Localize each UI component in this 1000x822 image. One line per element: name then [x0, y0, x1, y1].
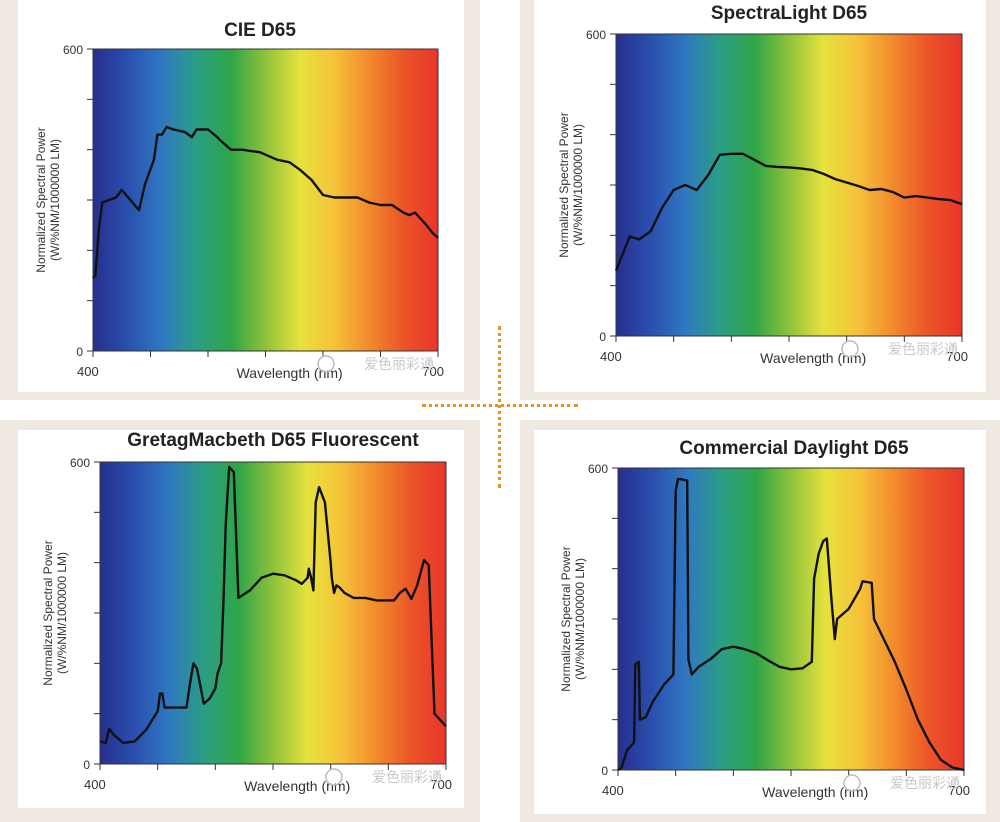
- chart-title: SpectraLight D65: [711, 3, 868, 24]
- x-tick-label-start: 400: [77, 364, 99, 379]
- spectral-curve: [617, 477, 965, 772]
- chart-title: CIE D65: [224, 20, 296, 41]
- y-tick-label-bottom: 0: [599, 330, 606, 344]
- watermark-icon: [843, 774, 861, 792]
- x-tick-label-end: 700: [430, 777, 452, 792]
- x-axis-label: Wavelength (nm): [244, 778, 350, 794]
- watermark-icon: [317, 355, 335, 373]
- spectral-curve: [614, 152, 963, 272]
- y-tick-label-top: 600: [586, 28, 606, 42]
- chart-commercial-daylight-d65: Commercial Daylight D65 600 0 400 700 Wavelen…: [559, 438, 970, 800]
- watermark-icon: [325, 768, 343, 786]
- spectrum-background: [93, 49, 438, 351]
- y-axis-label-line1: Normalized Spectral Power: [559, 546, 573, 691]
- watermark-icon: [841, 340, 859, 358]
- y-axis-label-line2: (W/%NM/1000000 LM): [48, 139, 62, 261]
- x-axis-label: Wavelength (nm): [760, 350, 866, 366]
- chart-panel-gretagmacbeth-d65-fluorescent: GretagMacbeth D65 Fluorescent 600 0 400 700 W…: [18, 420, 464, 812]
- y-axis-label-line1: Normalized Spectral Power: [557, 112, 571, 257]
- y-axis-label-line1: Normalized Spectral Power: [41, 540, 55, 685]
- y-axis-label: Normalized Spectral Power (W/%NM/1000000 …: [34, 127, 62, 272]
- y-tick-label-bottom: 0: [83, 758, 90, 772]
- x-tick-label-end: 700: [946, 349, 968, 364]
- spectrum-background: [616, 34, 962, 336]
- watermark-text: 爱色丽彩通: [890, 775, 960, 792]
- chart-panel-spectralight-d65: SpectraLight D65 600 0 400 700 Wavelength (nm…: [534, 0, 986, 392]
- y-tick-label-bottom: 0: [76, 345, 83, 359]
- x-tick-label-start: 400: [600, 349, 622, 364]
- spectrum-background: [100, 462, 446, 764]
- x-tick-label-end: 700: [422, 364, 444, 379]
- chart-panel-cie-d65: CIE D65 600 0 400 700 Wavelength (nm) Normaliz…: [18, 0, 464, 392]
- y-axis-label-line1: Normalized Spectral Power: [34, 127, 48, 272]
- chart-spectralight-d65: SpectraLight D65 600 0 400 700 Wavelength (nm…: [557, 3, 968, 366]
- watermark-text: 爱色丽彩通: [372, 769, 442, 786]
- x-tick-label-start: 400: [84, 777, 106, 792]
- chart-gretagmacbeth-d65-fluorescent: GretagMacbeth D65 Fluorescent 600 0 400 700 W…: [41, 430, 452, 794]
- x-tick-label-start: 400: [602, 783, 624, 798]
- x-axis-label: Wavelength (nm): [237, 365, 343, 381]
- y-axis-label-line2: (W/%NM/1000000 LM): [571, 124, 585, 246]
- watermark-text: 爱色丽彩通: [364, 356, 434, 373]
- y-axis-label-line2: (W/%NM/1000000 LM): [55, 552, 69, 674]
- chart-panel-commercial-daylight-d65: Commercial Daylight D65 600 0 400 700 Wavelen…: [534, 420, 986, 812]
- dotted-cross-vertical: [498, 326, 501, 488]
- y-tick-label-top: 600: [63, 43, 83, 57]
- y-axis-label: Normalized Spectral Power (W/%NM/1000000 …: [559, 546, 587, 691]
- x-tick-label-end: 700: [948, 783, 970, 798]
- spectral-curve: [92, 125, 439, 279]
- watermark-text: 爱色丽彩通: [888, 341, 958, 358]
- y-tick-label-bottom: 0: [601, 764, 608, 778]
- y-tick-label-top: 600: [588, 462, 608, 476]
- y-axis-label: Normalized Spectral Power (W/%NM/1000000 …: [41, 540, 69, 685]
- spectrum-background: [618, 468, 964, 770]
- chart-title: Commercial Daylight D65: [679, 438, 909, 459]
- x-axis-label: Wavelength (nm): [762, 784, 868, 800]
- y-axis-label-line2: (W/%NM/1000000 LM): [573, 558, 587, 680]
- spectral-curve: [99, 465, 447, 745]
- y-axis-label: Normalized Spectral Power (W/%NM/1000000 …: [557, 112, 585, 257]
- y-tick-label-top: 600: [70, 456, 90, 470]
- chart-cie-d65: CIE D65 600 0 400 700 Wavelength (nm) Normaliz…: [34, 20, 444, 381]
- chart-title: GretagMacbeth D65 Fluorescent: [127, 430, 419, 451]
